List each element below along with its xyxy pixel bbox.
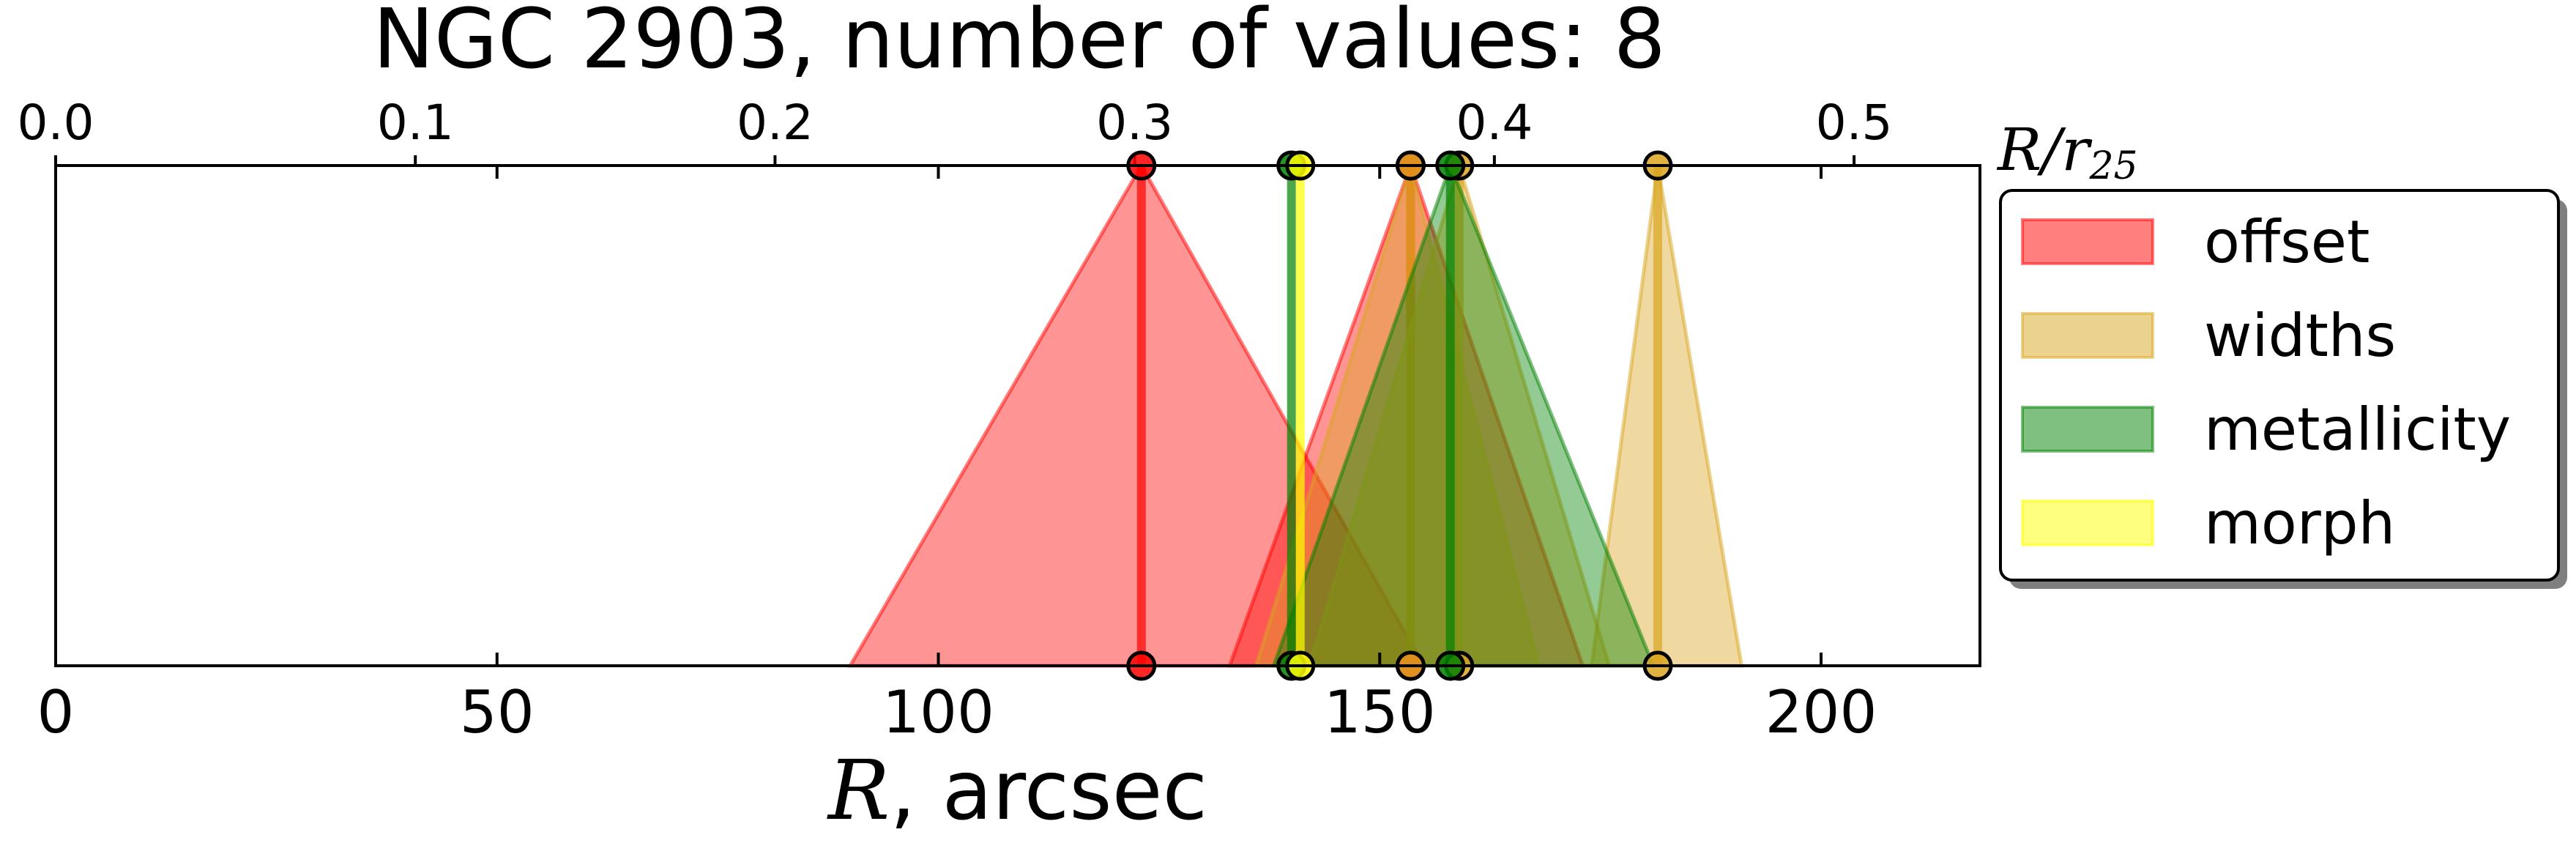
top-tick-label: 0.3 [1096, 94, 1173, 151]
plot-area [54, 150, 1981, 681]
x-tick-label: 100 [882, 678, 994, 746]
plot-frame [54, 164, 1981, 667]
legend-label-offset: offset [2204, 208, 2370, 276]
top-axis-label-main: R/r [1996, 116, 2093, 184]
legend-box [1999, 189, 2560, 582]
legend-swatch-metallicity [2021, 406, 2154, 453]
x-axis-label-var: R [827, 743, 890, 839]
top-axis-label-sub: 25 [2088, 144, 2137, 188]
bottom-axis-ticks: 0 50 100 150 200 [37, 166, 1877, 746]
legend-label-morph: morph [2204, 489, 2395, 557]
top-axis-label: R/r25 [1996, 116, 2138, 188]
x-axis-label-unit: , arcsec [890, 743, 1207, 839]
x-tick-label: 200 [1765, 678, 1877, 746]
legend-swatch-morph [2021, 500, 2154, 546]
legend: offset widths metallicity morph [1999, 189, 2567, 589]
top-tick-label: 0.2 [737, 94, 814, 151]
legend-label-widths: widths [2204, 302, 2396, 370]
legend-swatch-widths [2021, 312, 2154, 359]
legend-swatch-offset [2021, 218, 2154, 265]
chart-marks [846, 150, 1744, 681]
top-tick-label: 0.4 [1456, 94, 1533, 151]
x-axis-label: R, arcsec [827, 743, 1207, 839]
legend-items: offset widths metallicity morph [2021, 208, 2511, 557]
top-tick-label: 0.1 [377, 94, 454, 151]
x-tick-label: 50 [460, 678, 535, 746]
top-tick-label: 0.5 [1816, 94, 1893, 151]
top-axis-ticks: 0.0 0.1 0.2 0.3 0.4 0.5 [18, 94, 1893, 166]
top-tick-label: 0.0 [18, 94, 94, 151]
legend-label-metallicity: metallicity [2204, 396, 2511, 464]
x-tick-label: 0 [37, 678, 75, 746]
x-tick-label: 150 [1324, 678, 1436, 746]
chart-title: NGC 2903, number of values: 8 [373, 0, 1666, 87]
